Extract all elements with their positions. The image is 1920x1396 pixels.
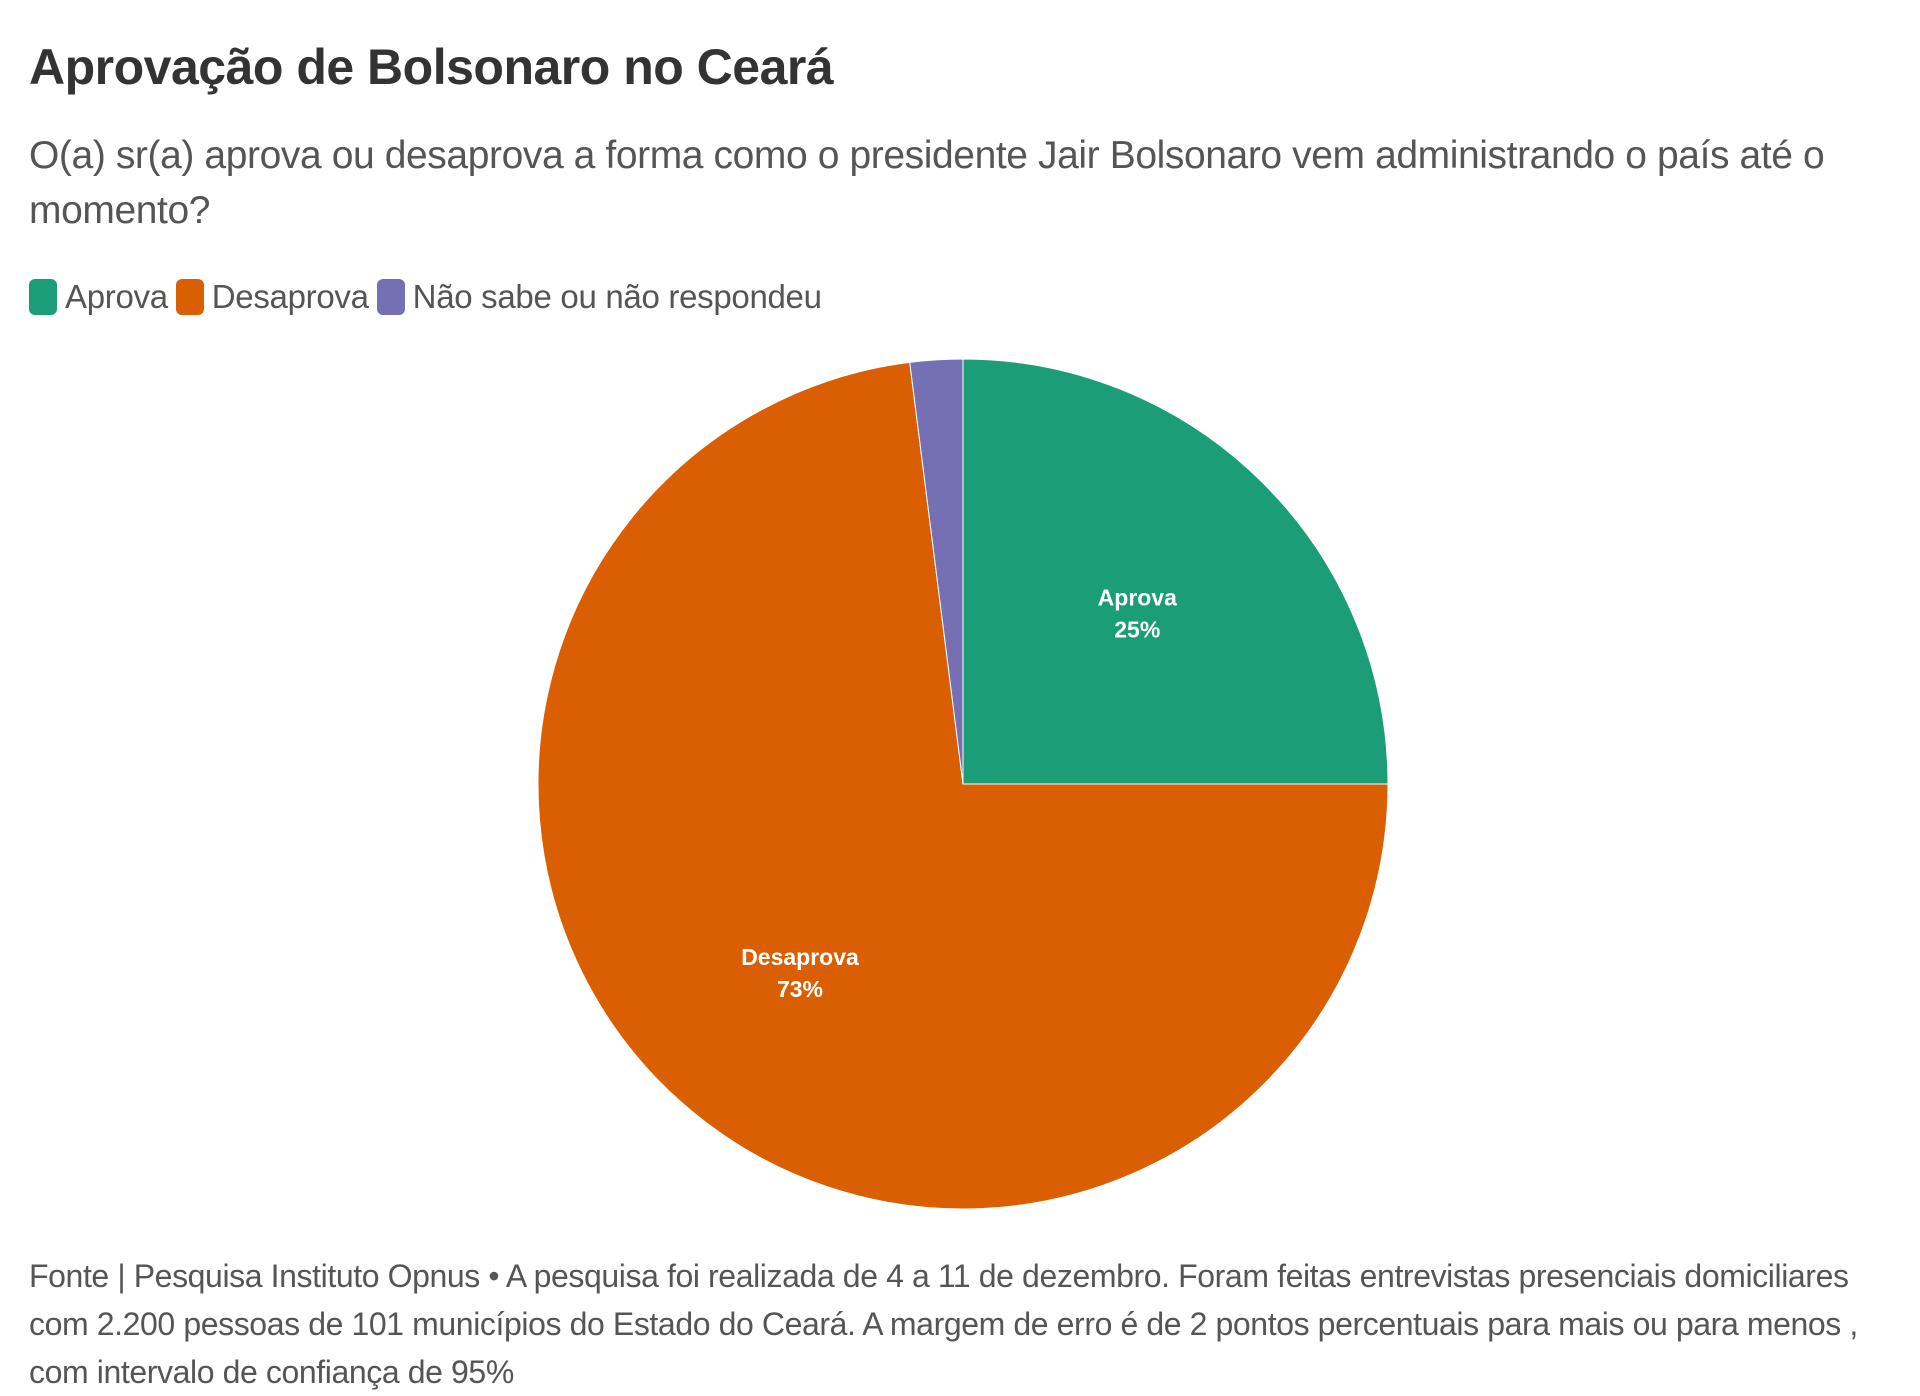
legend-swatch-desaprova [175, 279, 204, 315]
slice-label-name: Aprova [1098, 585, 1177, 611]
legend-swatch-nao-sabe [376, 279, 405, 315]
legend-label: Aprova [65, 278, 168, 315]
pie-slice-aprova[interactable] [962, 358, 1389, 785]
slice-label-value: 25% [1114, 617, 1160, 643]
legend-label: Não sabe ou não respondeu [412, 278, 822, 315]
source-note: Fonte | Pesquisa Instituto Opnus • A pes… [29, 1258, 1858, 1390]
chart-title: Aprovação de Bolsonaro no Ceará [29, 39, 834, 95]
legend-item-desaprova[interactable]: Desaprova [175, 278, 369, 316]
chart-subtitle: O(a) sr(a) aprova ou desaprova a forma c… [29, 134, 1825, 232]
pie-slice-desaprova[interactable] [537, 361, 1389, 1210]
legend-item-aprova[interactable]: Aprova [29, 278, 168, 316]
slice-label-name: Desaprova [741, 944, 859, 970]
legend-item-nao-sabe[interactable]: Não sabe ou não respondeu [376, 278, 822, 316]
pie-slice-não[interactable] [909, 358, 964, 785]
legend: Aprova Desaprova Não sabe ou não respond… [29, 278, 830, 316]
pie-labels: Aprova 25% Desaprova 73% [741, 585, 1177, 1002]
slice-label-value: 73% [777, 976, 823, 1002]
legend-label: Desaprova [211, 278, 369, 315]
legend-swatch-aprova [29, 279, 57, 315]
pie-slices [537, 358, 1389, 1210]
